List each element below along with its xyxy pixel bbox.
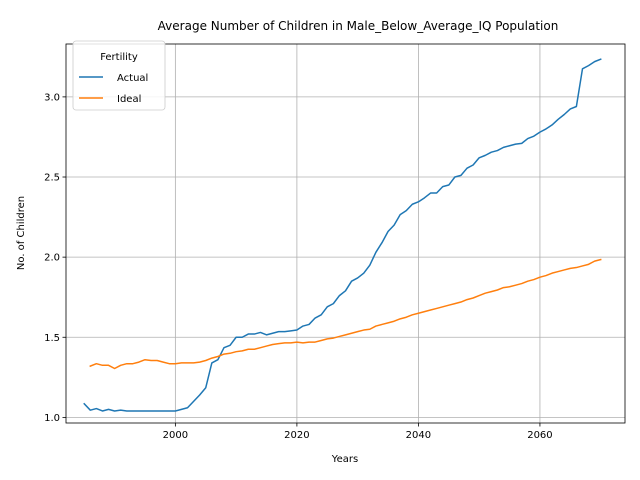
grid-lines	[66, 44, 625, 423]
legend: Fertility Actual Ideal	[72, 40, 166, 111]
y-axis-ticks: 1.0 1.5 2.0 2.5 3.0	[44, 92, 66, 424]
x-tick-label: 2060	[527, 430, 552, 441]
x-tick-label: 2040	[406, 430, 431, 441]
y-tick-label: 1.0	[44, 413, 60, 424]
legend-box	[72, 40, 166, 111]
chart-title: Average Number of Children in Male_Below…	[158, 19, 559, 33]
legend-label-ideal: Ideal	[117, 94, 141, 105]
x-axis-ticks: 2000 2020 2040 2060	[163, 423, 553, 441]
y-tick-label: 1.5	[44, 333, 60, 344]
legend-label-actual: Actual	[117, 73, 148, 84]
x-axis-label: Years	[331, 454, 358, 465]
x-tick-label: 2000	[163, 430, 188, 441]
series-line-actual	[83, 58, 602, 412]
series-lines	[83, 58, 602, 412]
x-tick-label: 2020	[284, 430, 309, 441]
legend-title: Fertility	[100, 52, 138, 63]
y-axis-label: No. of Children	[16, 196, 27, 270]
y-tick-label: 2.5	[44, 173, 60, 184]
y-tick-label: 2.0	[44, 253, 60, 264]
plot-frame	[65, 43, 626, 424]
series-line-ideal	[89, 258, 602, 370]
y-tick-label: 3.0	[44, 92, 60, 103]
